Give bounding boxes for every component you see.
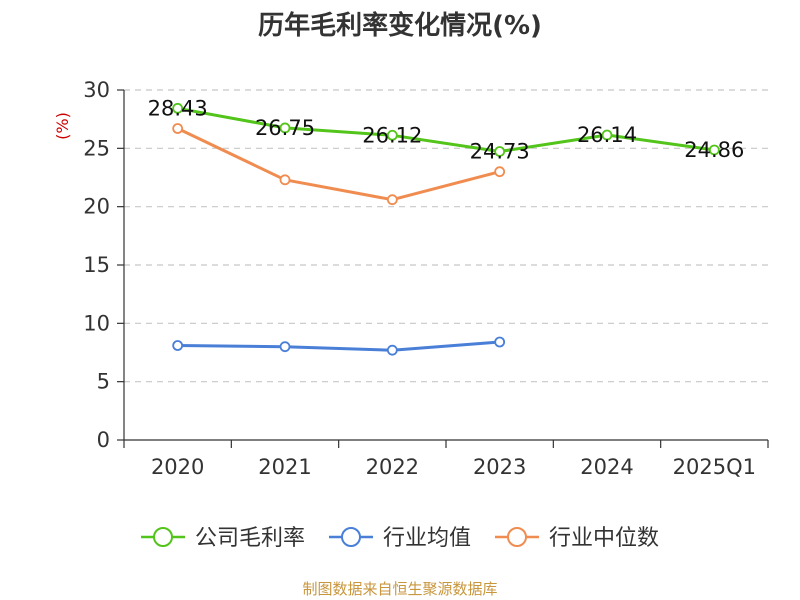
data-label-2: 26.12 — [362, 123, 422, 147]
series-1-point-1 — [279, 341, 291, 353]
series-1-point-3 — [494, 336, 506, 348]
series-line-0 — [177, 106, 715, 153]
series-0-point-1 — [279, 122, 291, 134]
series-0-point-4 — [601, 129, 613, 141]
legend-marker-0 — [153, 527, 173, 547]
data-labels: 28.43 26.75 26.12 24.73 26.14 24.86 — [148, 96, 745, 163]
y-tick-label-30: 30 — [83, 78, 110, 102]
y-tick-label-15: 15 — [83, 253, 110, 277]
series-line-1 — [177, 340, 500, 352]
x-tick-label-2022: 2022 — [366, 455, 419, 479]
y-tick-label-25: 25 — [83, 136, 110, 160]
series-0-point-2 — [386, 129, 398, 141]
x-tick-label-2023: 2023 — [473, 455, 526, 479]
series-0-point-5 — [708, 144, 720, 156]
x-tick-label-2024: 2024 — [580, 455, 633, 479]
series-line-2 — [177, 127, 501, 202]
y-tick-label-0: 0 — [97, 428, 110, 452]
y-axis-unit-label: (%) — [53, 112, 72, 140]
data-label-4: 26.14 — [577, 123, 637, 147]
legend-label-0: 公司毛利率 — [195, 526, 305, 551]
source-note: 制图数据来自恒生聚源数据库 — [302, 580, 497, 598]
series-1-point-2 — [386, 344, 398, 356]
series-lines — [172, 102, 720, 356]
x-tick-label-2021: 2021 — [258, 455, 311, 479]
y-tick-label-5: 5 — [97, 370, 110, 394]
series-0-point-3 — [494, 146, 506, 157]
legend-label-1: 行业均值 — [383, 526, 471, 551]
legend-label-2: 行业中位数 — [549, 526, 659, 551]
chart-title: 历年毛利率变化情况(%) — [258, 10, 542, 41]
y-tick-label-10: 10 — [83, 311, 110, 335]
series-2-point-0 — [172, 123, 184, 134]
series-2-point-3 — [494, 166, 506, 178]
data-label-0: 28.43 — [148, 96, 208, 120]
series-2-point-2 — [386, 194, 398, 206]
series-1-point-0 — [172, 340, 184, 351]
x-tick-label-2025Q1: 2025Q1 — [673, 455, 756, 479]
y-tick-label-20: 20 — [83, 195, 110, 219]
data-label-1: 26.75 — [255, 116, 315, 140]
grid-lines — [124, 89, 768, 383]
legend: 公司毛利率 行业均值 行业中位数 — [141, 526, 659, 551]
axes: 0 5 10 15 20 25 30 2020 2021 2022 2023 2024 2025Q1 — [83, 78, 769, 479]
legend-marker-2 — [507, 527, 527, 547]
data-label-5: 24.86 — [684, 138, 744, 162]
series-2-point-1 — [279, 174, 291, 186]
legend-marker-1 — [341, 527, 361, 547]
x-tick-label-2020: 2020 — [151, 455, 204, 479]
series-0-point-0 — [172, 102, 184, 114]
data-label-3: 24.73 — [470, 139, 530, 163]
